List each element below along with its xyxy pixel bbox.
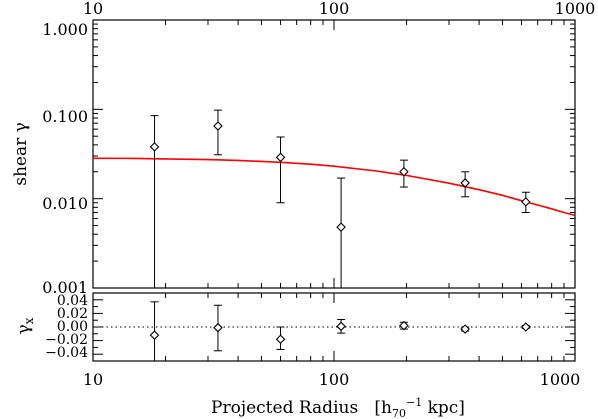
cross-point (275, 334, 286, 345)
top-y-ticklabel-2: 0.100 (42, 107, 88, 126)
top-x-ticklabel-1: 100 (319, 0, 350, 18)
axis-ticks (92, 19, 576, 361)
cross-point (521, 322, 531, 332)
shear-point (275, 152, 286, 163)
svg-text:γx: γx (14, 317, 36, 334)
cross-point (399, 320, 409, 331)
shear-point (149, 142, 160, 152)
bottom-x-ticklabel-0: 10 (83, 370, 103, 389)
bottom-x-ticklabel-2: 1000 (540, 370, 581, 389)
shear-point (336, 222, 346, 232)
cross-point (460, 324, 470, 334)
top-y-ticklabel-1: 0.010 (42, 194, 88, 213)
cross-point (336, 321, 346, 332)
top-y-ticklabel-0: 0.001 (42, 278, 88, 297)
bottom-y-ticklabel-0: 0.04 (57, 293, 88, 309)
model-curve (92, 157, 576, 217)
top-x-ticklabel-2: 1000 (555, 0, 596, 18)
cross-point (149, 330, 160, 340)
top-y-ticklabel-3: 1.000 (42, 20, 88, 39)
shear-point (399, 166, 409, 177)
top-y-axis-title: shear γ (11, 122, 31, 186)
top-panel-frame (92, 19, 576, 289)
bottom-y-ticklabel-2: 0.00 (57, 319, 88, 335)
bottom-y-axis-title: γx (14, 317, 36, 334)
cross-point (213, 322, 223, 333)
bottom-y-ticklabel-3: −0.02 (45, 332, 88, 348)
shear-point (460, 178, 470, 188)
bottom-x-ticklabel-1: 100 (319, 370, 350, 389)
top-x-ticklabel-0: 10 (83, 0, 103, 18)
shear-point (213, 121, 223, 131)
data-markers (149, 121, 531, 345)
bottom-y-ticklabel-4: −0.04 (45, 345, 88, 361)
x-axis-title: Projected Radius [h70−1 kpc] (211, 396, 465, 419)
bottom-y-ticklabel-1: 0.02 (57, 306, 88, 322)
model-curve-line (92, 157, 576, 217)
shear-point (521, 197, 531, 207)
